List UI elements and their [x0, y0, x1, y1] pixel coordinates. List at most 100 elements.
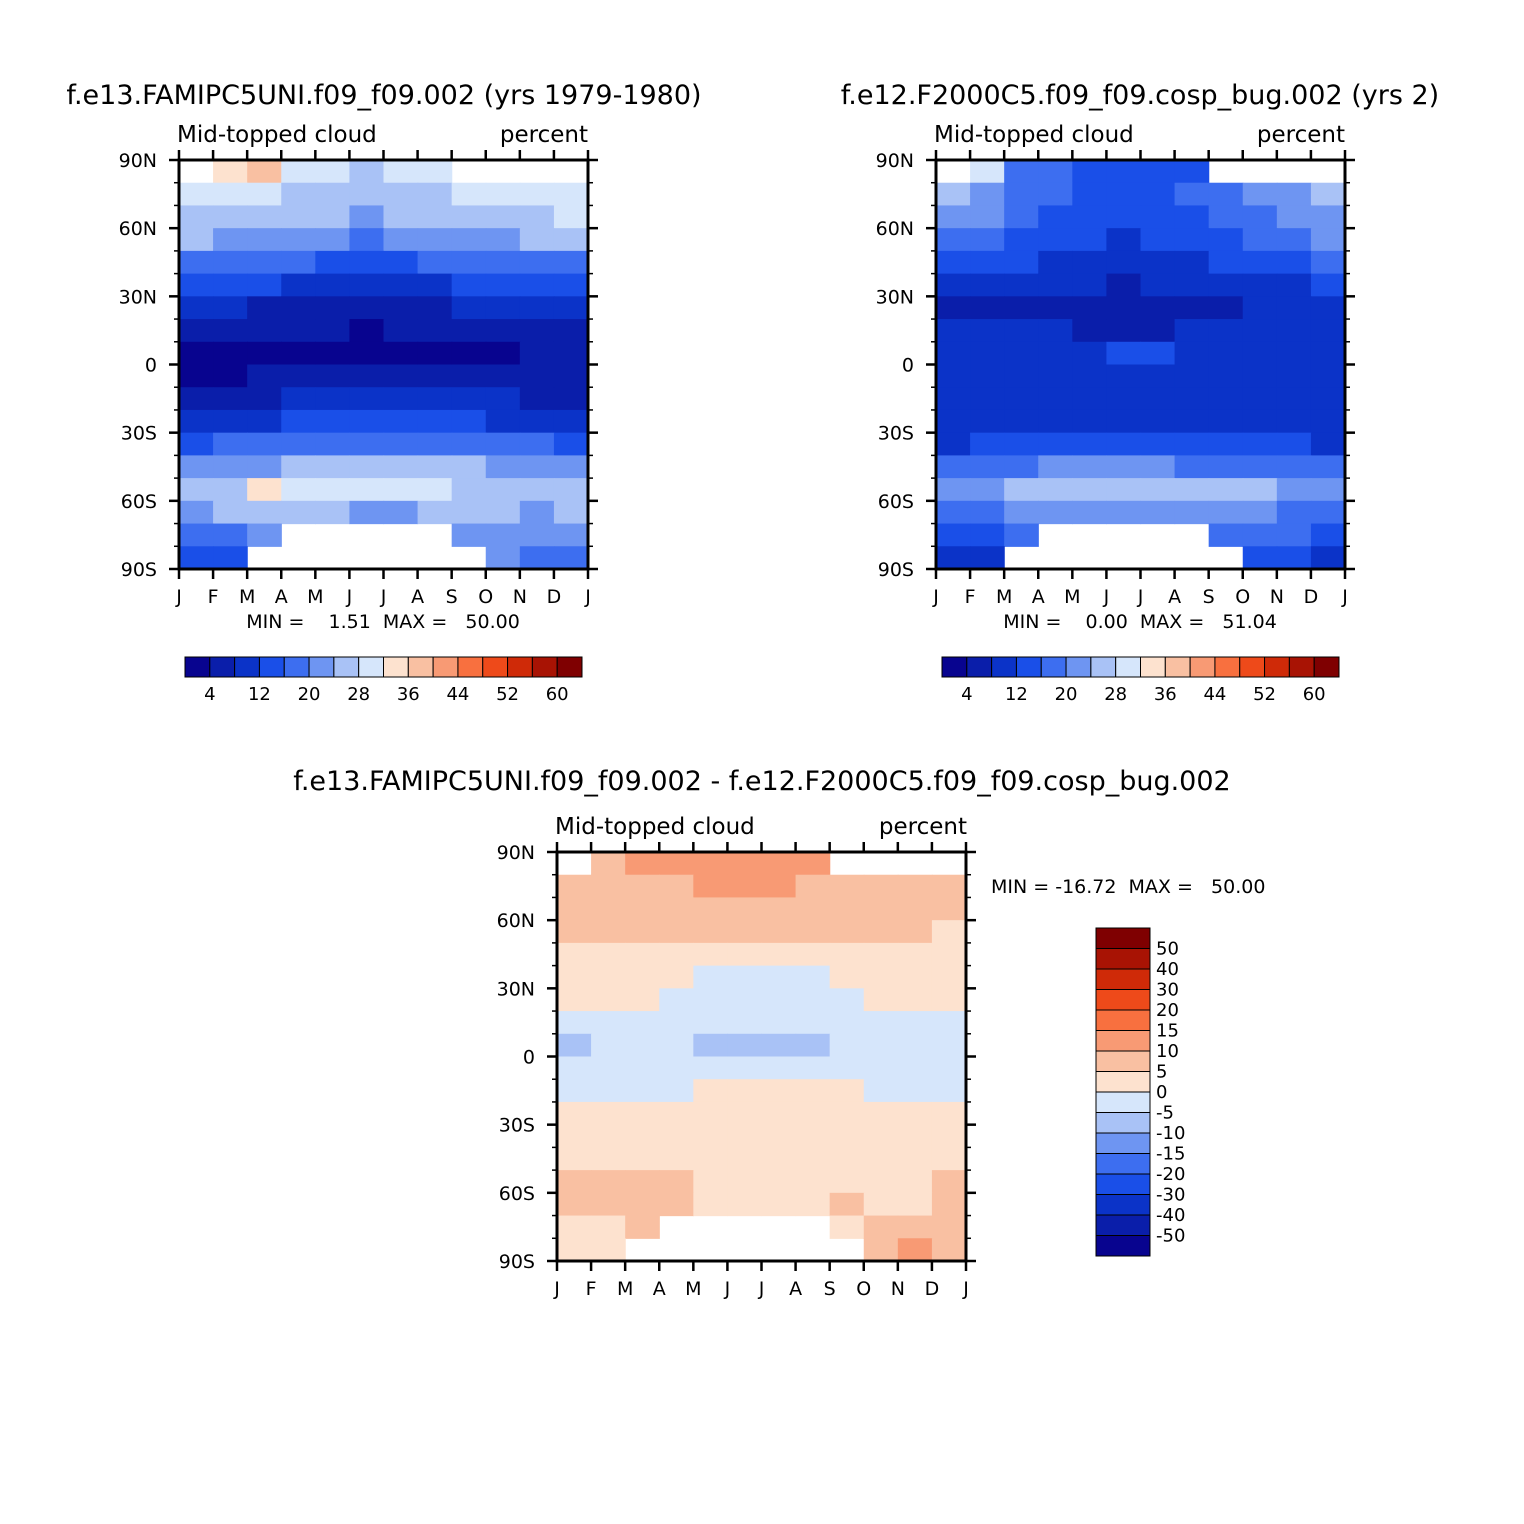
colorbar-swatch [1095, 989, 1151, 1011]
heat-cell [1004, 387, 1039, 411]
heat-cell [417, 182, 453, 207]
heat-cell [931, 1056, 967, 1080]
heat-cell [451, 523, 487, 547]
heat-cell [1106, 341, 1142, 366]
heat-cell [693, 942, 729, 967]
heat-cell [1242, 182, 1278, 207]
heat-cell [1140, 409, 1176, 434]
heat-cell [519, 364, 555, 388]
heat-cell [417, 273, 453, 297]
heat-cell [863, 1147, 899, 1171]
heat-cell [936, 182, 971, 207]
heat-cell [383, 387, 419, 411]
heat-cell [863, 1170, 899, 1194]
colorbar-swatch [1095, 968, 1151, 990]
colorbar-label: -40 [1156, 1205, 1185, 1226]
x-tick-label: J [1341, 586, 1348, 608]
heat-cell [213, 432, 248, 456]
heat-cell [863, 1101, 899, 1126]
colorbar-label: 36 [1154, 684, 1177, 705]
heat-cell [1072, 409, 1108, 434]
y-tick-label: 90N [119, 150, 157, 172]
heat-cell [1140, 387, 1176, 411]
heat-cell [1004, 478, 1039, 502]
heat-cell [795, 920, 831, 944]
colorbar-swatch [1090, 656, 1117, 678]
heat-cell [383, 228, 419, 252]
heat-cell [659, 852, 694, 876]
x-tick-label: J [584, 586, 591, 608]
heat-cell [1208, 273, 1244, 297]
heat-cell [625, 897, 660, 921]
heat-cell [829, 1033, 865, 1058]
heat-cell [863, 1056, 899, 1080]
heat-cell [485, 387, 521, 411]
heat-cell [795, 1079, 831, 1103]
heat-cell [247, 500, 282, 525]
heat-cell [795, 1033, 831, 1058]
heat-cell [931, 1079, 967, 1103]
heat-cell [795, 1124, 831, 1148]
heat-cell [315, 432, 351, 456]
heat-cell [349, 160, 385, 184]
heat-cell [970, 546, 1005, 570]
colorbar-swatch [556, 656, 583, 678]
heat-cell [727, 897, 763, 921]
heat-cell [1038, 160, 1073, 184]
heat-cell [417, 319, 453, 343]
colorbar-swatch [1164, 656, 1191, 678]
heat-cell [970, 341, 1005, 366]
heat-cell [1242, 432, 1278, 456]
y-tick-label: 30N [497, 978, 535, 1000]
heat-cell [213, 319, 248, 343]
heat-cell [179, 205, 214, 229]
heat-cell [625, 1056, 660, 1080]
colorbar-swatch [184, 656, 211, 678]
heat-cell [315, 160, 351, 184]
heat-cell [829, 942, 865, 967]
heat-cell [591, 920, 626, 944]
heat-cell [247, 387, 282, 411]
heat-cell [553, 273, 589, 297]
heat-cell [1106, 500, 1142, 525]
heat-cell [1310, 273, 1346, 297]
colorbar-label: -30 [1156, 1185, 1185, 1206]
heat-cell [1106, 455, 1142, 479]
heat-cell [897, 1238, 933, 1262]
heat-cell [970, 523, 1005, 547]
panel-3-stats: MIN = -16.72 MAX = 50.00 [991, 876, 1265, 898]
panel-1-colorbar: 4 12 20 28 36 44 52 60 [184, 656, 583, 705]
heat-cell [1174, 409, 1210, 434]
heat-cell [553, 250, 589, 275]
heat-cell [553, 341, 589, 366]
heat-cell [897, 897, 933, 921]
heat-cell [247, 160, 282, 184]
colorbar-label: 15 [1156, 1021, 1179, 1042]
heat-cell [625, 988, 660, 1012]
x-tick-label: M [996, 586, 1012, 608]
heat-cell [1072, 160, 1108, 184]
heat-cell [863, 897, 899, 921]
heat-cell [970, 182, 1005, 207]
heat-cell [417, 478, 453, 502]
heat-cell [829, 1170, 865, 1194]
heat-cell [829, 965, 865, 989]
heat-cell [485, 409, 521, 434]
colorbar-swatch [1095, 1112, 1151, 1134]
heat-cell [795, 1011, 831, 1035]
heat-cell [1242, 205, 1278, 229]
x-tick-label: J [932, 586, 939, 608]
panel-2-stats: MIN = 0.00 MAX = 51.04 [1003, 611, 1277, 633]
heat-cell [625, 874, 660, 899]
colorbar-swatch [1140, 656, 1166, 678]
heat-cell [1242, 523, 1278, 547]
colorbar-swatch [1239, 656, 1266, 678]
colorbar-swatch [1095, 1091, 1151, 1113]
heat-cell [1106, 250, 1142, 275]
heat-cell [281, 273, 316, 297]
heat-cell [970, 409, 1005, 434]
heat-cell [761, 965, 797, 989]
heat-cell [247, 296, 282, 320]
x-tick-label: J [553, 1278, 560, 1300]
heat-cell [970, 455, 1005, 479]
